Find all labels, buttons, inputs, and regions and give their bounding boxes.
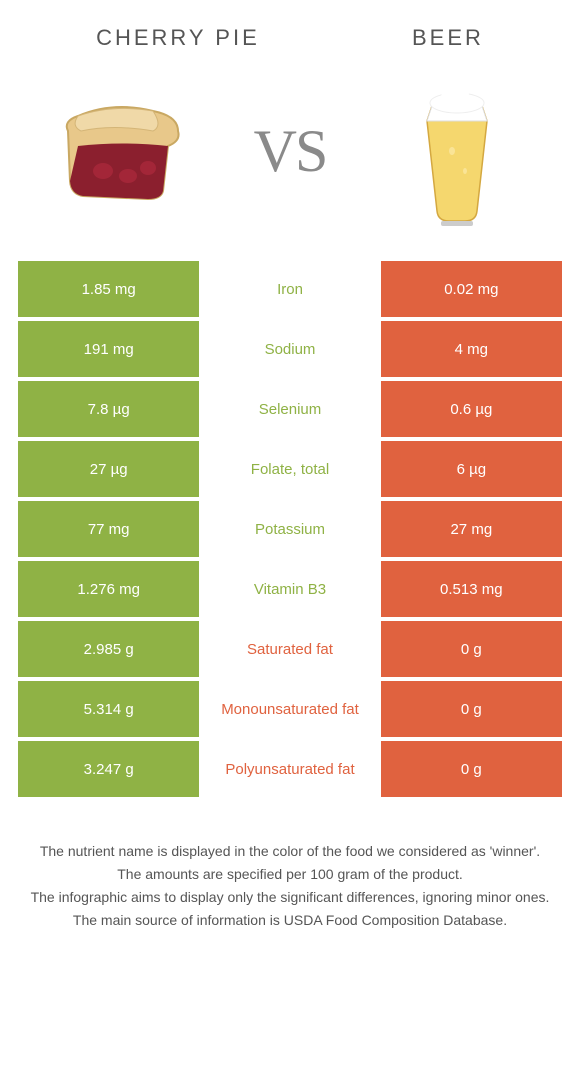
nutrient-label: Monounsaturated fat [199, 681, 380, 737]
nutrient-label: Selenium [199, 381, 380, 437]
titles-row: CHERRY PIE BEER [0, 0, 580, 61]
right-value: 6 µg [381, 441, 562, 497]
nutrient-row: 77 mgPotassium27 mg [18, 501, 562, 557]
nutrient-row: 1.85 mgIron0.02 mg [18, 261, 562, 317]
left-value: 5.314 g [18, 681, 199, 737]
right-value: 0.6 µg [381, 381, 562, 437]
images-row: VS [0, 61, 580, 261]
nutrient-row: 1.276 mgVitamin B30.513 mg [18, 561, 562, 617]
right-value: 0 g [381, 681, 562, 737]
beer-icon [382, 76, 532, 226]
right-value: 0.513 mg [381, 561, 562, 617]
right-value: 0 g [381, 741, 562, 797]
left-food-title: CHERRY PIE [96, 25, 260, 51]
nutrient-label: Potassium [199, 501, 380, 557]
nutrient-label: Polyunsaturated fat [199, 741, 380, 797]
left-value: 2.985 g [18, 621, 199, 677]
vs-label: VS [254, 117, 327, 186]
footer-line: The nutrient name is displayed in the co… [20, 841, 560, 862]
right-value: 4 mg [381, 321, 562, 377]
left-value: 191 mg [18, 321, 199, 377]
nutrient-label: Vitamin B3 [199, 561, 380, 617]
footer-line: The main source of information is USDA F… [20, 910, 560, 931]
right-value: 27 mg [381, 501, 562, 557]
left-value: 27 µg [18, 441, 199, 497]
nutrient-row: 27 µgFolate, total6 µg [18, 441, 562, 497]
nutrient-row: 7.8 µgSelenium0.6 µg [18, 381, 562, 437]
footer-notes: The nutrient name is displayed in the co… [0, 801, 580, 953]
left-value: 1.85 mg [18, 261, 199, 317]
right-food-title: BEER [412, 25, 484, 51]
left-value: 1.276 mg [18, 561, 199, 617]
nutrient-row: 5.314 gMonounsaturated fat0 g [18, 681, 562, 737]
footer-line: The amounts are specified per 100 gram o… [20, 864, 560, 885]
right-value: 0.02 mg [381, 261, 562, 317]
nutrient-label: Folate, total [199, 441, 380, 497]
right-value: 0 g [381, 621, 562, 677]
footer-line: The infographic aims to display only the… [20, 887, 560, 908]
cherry-pie-icon [48, 76, 198, 226]
nutrient-label: Sodium [199, 321, 380, 377]
nutrient-label: Iron [199, 261, 380, 317]
nutrient-label: Saturated fat [199, 621, 380, 677]
nutrient-table: 1.85 mgIron0.02 mg191 mgSodium4 mg7.8 µg… [0, 261, 580, 801]
left-value: 3.247 g [18, 741, 199, 797]
nutrient-row: 3.247 gPolyunsaturated fat0 g [18, 741, 562, 797]
nutrient-row: 191 mgSodium4 mg [18, 321, 562, 377]
left-value: 7.8 µg [18, 381, 199, 437]
nutrient-row: 2.985 gSaturated fat0 g [18, 621, 562, 677]
left-value: 77 mg [18, 501, 199, 557]
